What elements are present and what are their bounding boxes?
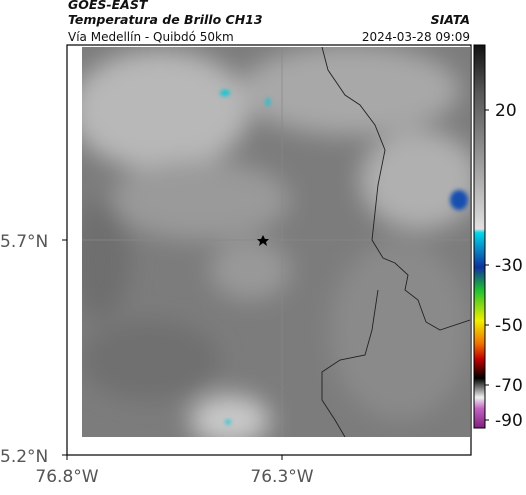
- title: Temperatura de Brillo CH13: [68, 12, 263, 27]
- colorbar-label: -90: [495, 411, 523, 431]
- colorbar: [473, 44, 486, 429]
- colorbar-label: -70: [495, 376, 523, 396]
- brand: SIATA: [431, 12, 470, 27]
- colorbar-label: -50: [495, 316, 523, 336]
- lon-label: 76.8°W: [35, 467, 98, 487]
- date: 2024-03-28 09:09: [362, 30, 470, 44]
- subtitle: Vía Medellín - Quibdó 50km: [68, 30, 234, 44]
- colorbar-label: -30: [495, 256, 523, 276]
- lat-label: 5.7°N: [0, 232, 48, 252]
- lon-label: 76.3°W: [250, 467, 313, 487]
- satellite-image: [82, 47, 470, 437]
- map-frame: [66, 44, 472, 456]
- lat-label: 5.2°N: [0, 447, 48, 467]
- colorbar-label: 20: [495, 101, 517, 121]
- source: GOES-EAST: [68, 0, 149, 12]
- colorbar-ticks: 20 -30 -50 -70 -90: [485, 101, 523, 431]
